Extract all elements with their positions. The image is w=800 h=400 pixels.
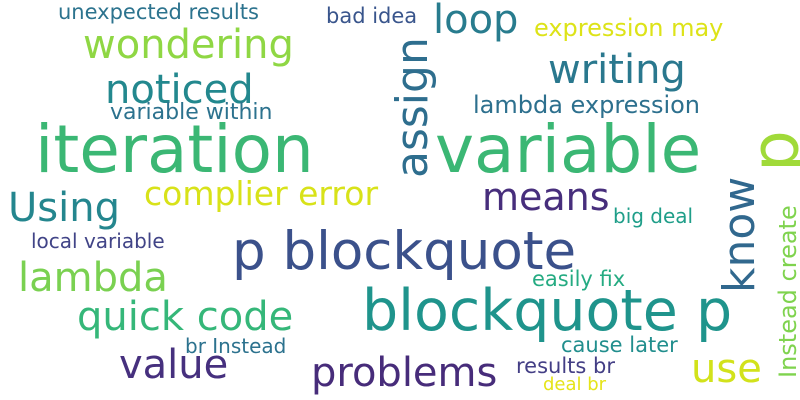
word-p-blockquote: p blockquote — [232, 221, 577, 282]
word-local-variable: local variable — [31, 229, 165, 253]
word-using: Using — [8, 185, 120, 231]
word-problems: problems — [311, 350, 498, 396]
word-instead-create: Instead create — [774, 205, 800, 378]
word-writing: writing — [548, 47, 686, 93]
word-blockquote-p: blockquote p — [362, 278, 733, 344]
word-big-deal: big deal — [613, 204, 694, 228]
word-know: know — [714, 176, 765, 293]
word-expression-may: expression may — [534, 14, 724, 42]
word-value: value — [119, 342, 229, 388]
word-wondering: wondering — [83, 22, 294, 68]
word-means: means — [482, 175, 610, 219]
word-variable: variable — [435, 111, 702, 188]
word-assign: assign — [387, 37, 438, 178]
word-variable-within: variable within — [110, 100, 273, 125]
word-quick-code: quick code — [77, 294, 294, 340]
word-unexpected-results: unexpected results — [58, 0, 259, 24]
word-complier-error: complier error — [144, 174, 379, 213]
word-use: use — [691, 346, 762, 392]
word-iteration: iteration — [35, 111, 314, 188]
word-noticed: noticed — [105, 67, 254, 113]
word-easily-fix: easily fix — [532, 267, 626, 291]
word-lambda-expression: lambda expression — [473, 91, 701, 119]
word-bad-idea: bad idea — [326, 4, 418, 28]
word-br-instead: br Instead — [185, 334, 287, 358]
word-deal-br: deal br — [543, 374, 607, 395]
word-results-br: results br — [516, 354, 615, 378]
word-lambda: lambda — [18, 255, 168, 301]
word-loop: loop — [433, 0, 519, 43]
word-cause-later: cause later — [561, 333, 678, 357]
word-p: p — [737, 130, 800, 172]
